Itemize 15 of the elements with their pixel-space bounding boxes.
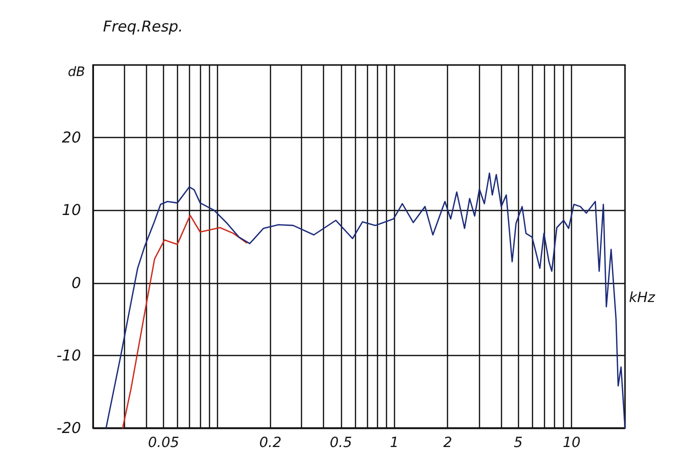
x-tick-label: 1: [390, 435, 399, 451]
chart-title: Freq.Resp.: [103, 18, 184, 36]
y-tick-label: -20: [56, 419, 81, 437]
x-tick-label: 10: [562, 435, 581, 451]
y-tick-label: 0: [71, 274, 81, 292]
y-tick-label: 20: [62, 128, 81, 147]
x-tick-label: 5: [514, 435, 523, 451]
y-tick-label: 10: [62, 201, 81, 220]
x-tick-label: 0.05: [148, 435, 180, 451]
x-tick-label: 2: [443, 435, 452, 451]
x-axis-title: kHz: [629, 290, 656, 306]
y-axis-title: dB: [68, 65, 86, 80]
x-tick-label: 0.2: [259, 435, 282, 451]
x-tick-label: 0.5: [330, 435, 352, 451]
y-tick-label: -10: [56, 346, 81, 364]
